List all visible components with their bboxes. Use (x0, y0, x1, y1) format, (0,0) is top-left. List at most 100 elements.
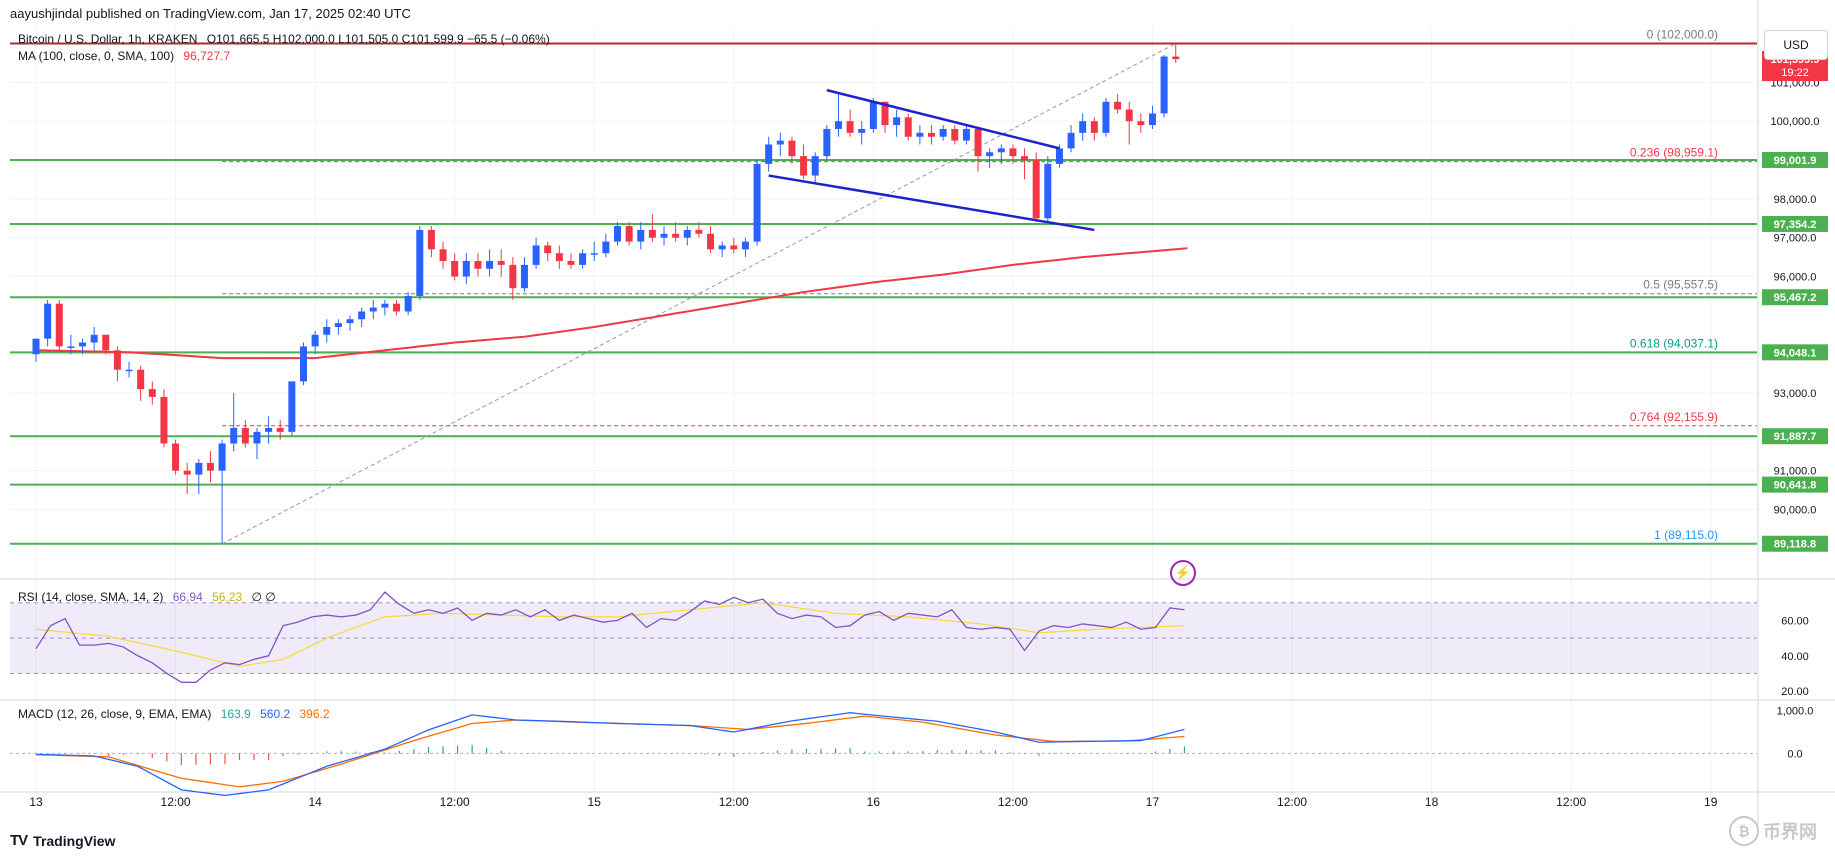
lightning-icon[interactable]: ⚡ (1170, 560, 1196, 586)
watermark: ₿ 币界网 (1729, 816, 1817, 846)
candle-body (311, 334, 319, 347)
price-tick-label: 98,000.0 (1774, 194, 1817, 206)
candle-body (1032, 160, 1040, 219)
rsi-tick-label: 40.00 (1781, 651, 1809, 663)
rsi-legend[interactable]: RSI (14, close, SMA, 14, 2) 66.94 56.23 … (18, 590, 282, 604)
candle-body (334, 323, 342, 328)
candle-body (241, 427, 249, 444)
time-axis-label: 12:00 (440, 795, 470, 809)
candle-body (497, 260, 505, 265)
support-price-tag (1762, 151, 1828, 168)
support-price-label: 97,354.2 (1774, 219, 1817, 231)
candle-body (846, 121, 854, 133)
candle-body (823, 128, 831, 157)
candle-body (1090, 121, 1098, 133)
candle-body (79, 342, 87, 347)
candle-body (183, 470, 191, 475)
candle-body (451, 260, 459, 277)
support-price-label: 91,887.7 (1774, 431, 1817, 443)
fib-level-label: 0.236 (98,959.1) (1630, 146, 1718, 160)
candle-body (614, 226, 621, 242)
symbol-legend[interactable]: Bitcoin / U.S. Dollar, 1h, KRAKEN O101,6… (18, 32, 556, 46)
candle-body (707, 233, 715, 250)
published-caption: aayushjindal published on TradingView.co… (10, 6, 411, 21)
fib-level-label: 0.618 (94,037.1) (1630, 337, 1718, 351)
time-axis-label: 12:00 (719, 795, 749, 809)
ma-100-line (35, 247, 1188, 360)
candle-body (974, 128, 982, 157)
macd-legend[interactable]: MACD (12, 26, close, 9, EMA, EMA) 163.9 … (18, 707, 336, 721)
support-price-label: 99,001.9 (1774, 155, 1817, 167)
candle-body (834, 121, 842, 129)
macd-hist-value: 163.9 (220, 707, 251, 721)
time-axis-label: 13 (29, 795, 43, 809)
candle-body (986, 152, 994, 157)
candle-body (1009, 148, 1017, 157)
candle-body (137, 369, 145, 390)
candle-body (1172, 56, 1180, 60)
candle-body (253, 431, 261, 444)
candle-body (393, 303, 401, 312)
rsi-value: 66.94 (172, 590, 203, 604)
candle-body (381, 303, 389, 308)
candle-body (44, 303, 52, 339)
candle-body (462, 260, 470, 277)
candle-body (1114, 101, 1122, 110)
time-axis-label: 12:00 (161, 795, 191, 809)
candle-body (695, 229, 703, 234)
candle-body (881, 101, 889, 126)
flag-trendline (768, 174, 1095, 232)
macd-signal-value: 396.2 (299, 707, 330, 721)
ma-value: 96,727.7 (183, 49, 231, 63)
ohlc-values: O101,665.5 H102,000.0 L101,505.0 C101,59… (206, 32, 550, 46)
currency-button[interactable]: USD (1764, 30, 1828, 60)
candle-body (672, 233, 680, 238)
candle-body (125, 369, 133, 372)
support-price-label: 90,641.8 (1774, 480, 1817, 492)
candle-body (486, 260, 494, 269)
candle-body (904, 117, 912, 137)
price-tick-label: 97,000.0 (1774, 233, 1817, 245)
candle-body (369, 307, 377, 312)
candle-body (555, 253, 563, 261)
support-price-tag (1762, 428, 1828, 445)
candle-body (625, 226, 633, 242)
time-axis-label: 17 (1146, 795, 1160, 809)
footer-brand[interactable]: TV TradingView (10, 832, 115, 849)
candle-body (788, 140, 796, 157)
candle-body (928, 132, 936, 137)
macd-line-value: 560.2 (260, 707, 291, 721)
time-axis-label: 12:00 (1556, 795, 1586, 809)
support-price-tag (1762, 289, 1828, 306)
candle-body (916, 132, 924, 137)
candle-body (102, 334, 110, 351)
ma-legend[interactable]: MA (100, close, 0, SMA, 100) 96,727.7 (18, 49, 236, 63)
candle-body (718, 245, 726, 250)
candle-body (358, 311, 366, 320)
flag-trendline (826, 88, 1060, 150)
fib-level-label: 0.5 (95,557.5) (1643, 278, 1718, 292)
price-tick-label: 93,000.0 (1774, 388, 1817, 400)
candle-body (218, 443, 226, 471)
time-axis-label: 16 (867, 795, 881, 809)
candle-body (1148, 113, 1156, 126)
candle-body (962, 128, 970, 141)
candle-body (474, 260, 482, 269)
fib-trend-line (221, 43, 1176, 545)
candle-body (90, 334, 98, 343)
price-tick-label: 100,000.0 (1771, 116, 1820, 128)
price-tick-label: 91,000.0 (1774, 466, 1817, 478)
candle-body (683, 229, 691, 238)
time-axis-label: 18 (1425, 795, 1439, 809)
macd-tick-label: 0.0 (1787, 748, 1802, 760)
candle-body (323, 327, 331, 335)
symbol-title: Bitcoin / U.S. Dollar, 1h, KRAKEN (18, 32, 198, 46)
support-price-tag (1762, 215, 1828, 232)
candle-body (893, 117, 901, 126)
fib-level-label: 0.764 (92,155.9) (1630, 410, 1718, 424)
candle-body (579, 253, 587, 265)
support-price-tag (1762, 344, 1828, 361)
candle-body (404, 295, 412, 312)
candle-body (858, 128, 866, 133)
